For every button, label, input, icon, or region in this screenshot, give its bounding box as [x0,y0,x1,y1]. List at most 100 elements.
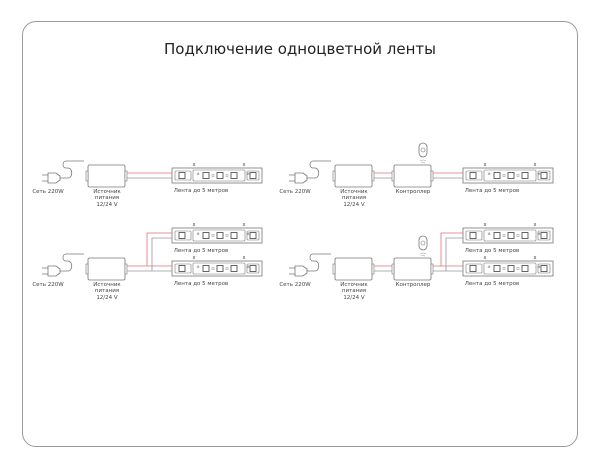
plug-icon [289,265,308,277]
led-chip-icon [493,172,501,179]
led-chip-icon [507,232,515,239]
psu-label: питания [95,288,119,294]
led-chip-icon [178,265,186,272]
strip-label: Лента до 5 метров [174,281,228,287]
strip-segment [483,229,537,242]
led-strip: x±x±Лента до 5 метров [171,162,263,194]
branch-negative-wire [151,237,172,271]
branch-positive-wire [146,232,172,266]
plus-pad-icon: ± [487,171,490,176]
led-chip-icon [493,232,501,239]
resistor-icon [211,174,215,177]
led-chip-icon [230,232,238,239]
controller-label: Контроллер [396,189,431,195]
led-chip-icon [507,172,515,179]
strip-segment [537,230,551,241]
cut-mark-icon: x [193,162,196,168]
remote-control-icon [418,142,428,158]
led-chip-icon [540,232,548,239]
led-chip-icon [493,265,501,272]
led-chip-icon [216,232,224,239]
power-supply-box-input-terminal [332,170,336,182]
cut-mark-icon: x [484,222,487,228]
power-supply-box-input-terminal [85,170,89,182]
psu-voltage-label: 12/24 V [343,295,365,301]
led-chip-icon [230,265,238,272]
page-title: Подключение одноцветной ленты [164,40,436,58]
strip-segment [465,170,483,181]
psu-label: питания [95,195,119,201]
resistor-icon [502,267,506,270]
led-chip-icon [202,172,210,179]
led-chip-icon [249,232,257,239]
cut-mark-icon: x [243,162,246,168]
strip-label: Лента до 5 метров [465,188,519,194]
strip-label: Лента до 5 метров [174,248,228,254]
power-supply-box-input-terminal [85,263,89,275]
plus-pad-icon: ± [537,231,540,236]
resistor-icon [516,174,520,177]
strip-label: Лента до 5 метров [465,281,519,287]
cut-mark-icon: x [243,222,246,228]
resistor-icon [225,267,229,270]
cut-mark-icon: x [534,255,537,261]
strip-label: Лента до 5 метров [174,188,228,194]
cut-mark-icon: x [534,222,537,228]
led-chip-icon [249,172,257,179]
plug-icon [42,265,61,277]
mains-label: Сеть 220W [32,189,64,195]
plus-pad-icon: ± [246,264,249,269]
strip-segment [192,262,246,275]
led-chip-icon [521,265,529,272]
plus-pad-icon: ± [487,264,490,269]
plus-pad-icon: ± [196,231,199,236]
resistor-icon [211,234,215,237]
power-supply-box [334,164,373,188]
mains-label: Сеть 220W [32,282,64,288]
controller-label: Контроллер [396,282,431,288]
strip-segment [483,169,537,182]
led-chip-icon [249,265,257,272]
cut-mark-icon: x [534,162,537,168]
led-chip-icon [507,265,515,272]
strip-segment [174,263,192,274]
strip-segment [246,263,260,274]
strip-segment [174,230,192,241]
led-chip-icon [521,172,529,179]
wireless-signal-icon [419,252,427,257]
strip-segment [246,170,260,181]
mains-label: Сеть 220W [279,282,311,288]
plug-icon [289,172,308,184]
psu-label: Источник [340,189,368,195]
led-strip: x±x±Лента до 5 метров [462,162,554,194]
psu-label: Источник [340,282,368,288]
power-supply-box-output-terminal [371,170,375,182]
resistor-icon [225,234,229,237]
power-cable [60,253,84,272]
power-cable [307,160,331,179]
branch-positive-wire [440,232,463,266]
power-supply-box-output-terminal [371,263,375,275]
remote-control-icon [418,235,428,251]
remote-button-icon [420,240,426,246]
resistor-icon [502,234,506,237]
strip-segment [537,263,551,274]
power-supply-box-input-terminal [332,263,336,275]
plus-pad-icon: ± [487,231,490,236]
plug-icon [42,172,61,184]
plus-pad-icon: ± [196,171,199,176]
strip-segment [174,170,192,181]
controller-box-output-terminal [430,263,434,275]
led-chip-icon [230,172,238,179]
mains-label: Сеть 220W [279,189,311,195]
plus-pad-icon: ± [537,171,540,176]
diagram-card [22,21,578,447]
resistor-icon [516,267,520,270]
led-strip: x±x±Лента до 5 метров [462,255,554,287]
led-chip-icon [216,265,224,272]
psu-label: Источник [93,282,121,288]
psu-label: Источник [93,189,121,195]
